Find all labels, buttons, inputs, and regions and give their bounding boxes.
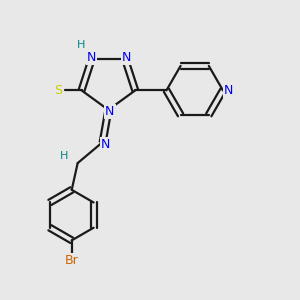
Text: S: S — [54, 84, 62, 97]
Text: N: N — [101, 138, 110, 151]
Text: N: N — [105, 105, 115, 118]
Text: H: H — [60, 151, 68, 161]
Text: N: N — [87, 51, 97, 64]
Text: H: H — [77, 40, 86, 50]
Text: N: N — [224, 84, 234, 97]
Text: Br: Br — [65, 254, 79, 267]
Text: N: N — [122, 51, 131, 64]
